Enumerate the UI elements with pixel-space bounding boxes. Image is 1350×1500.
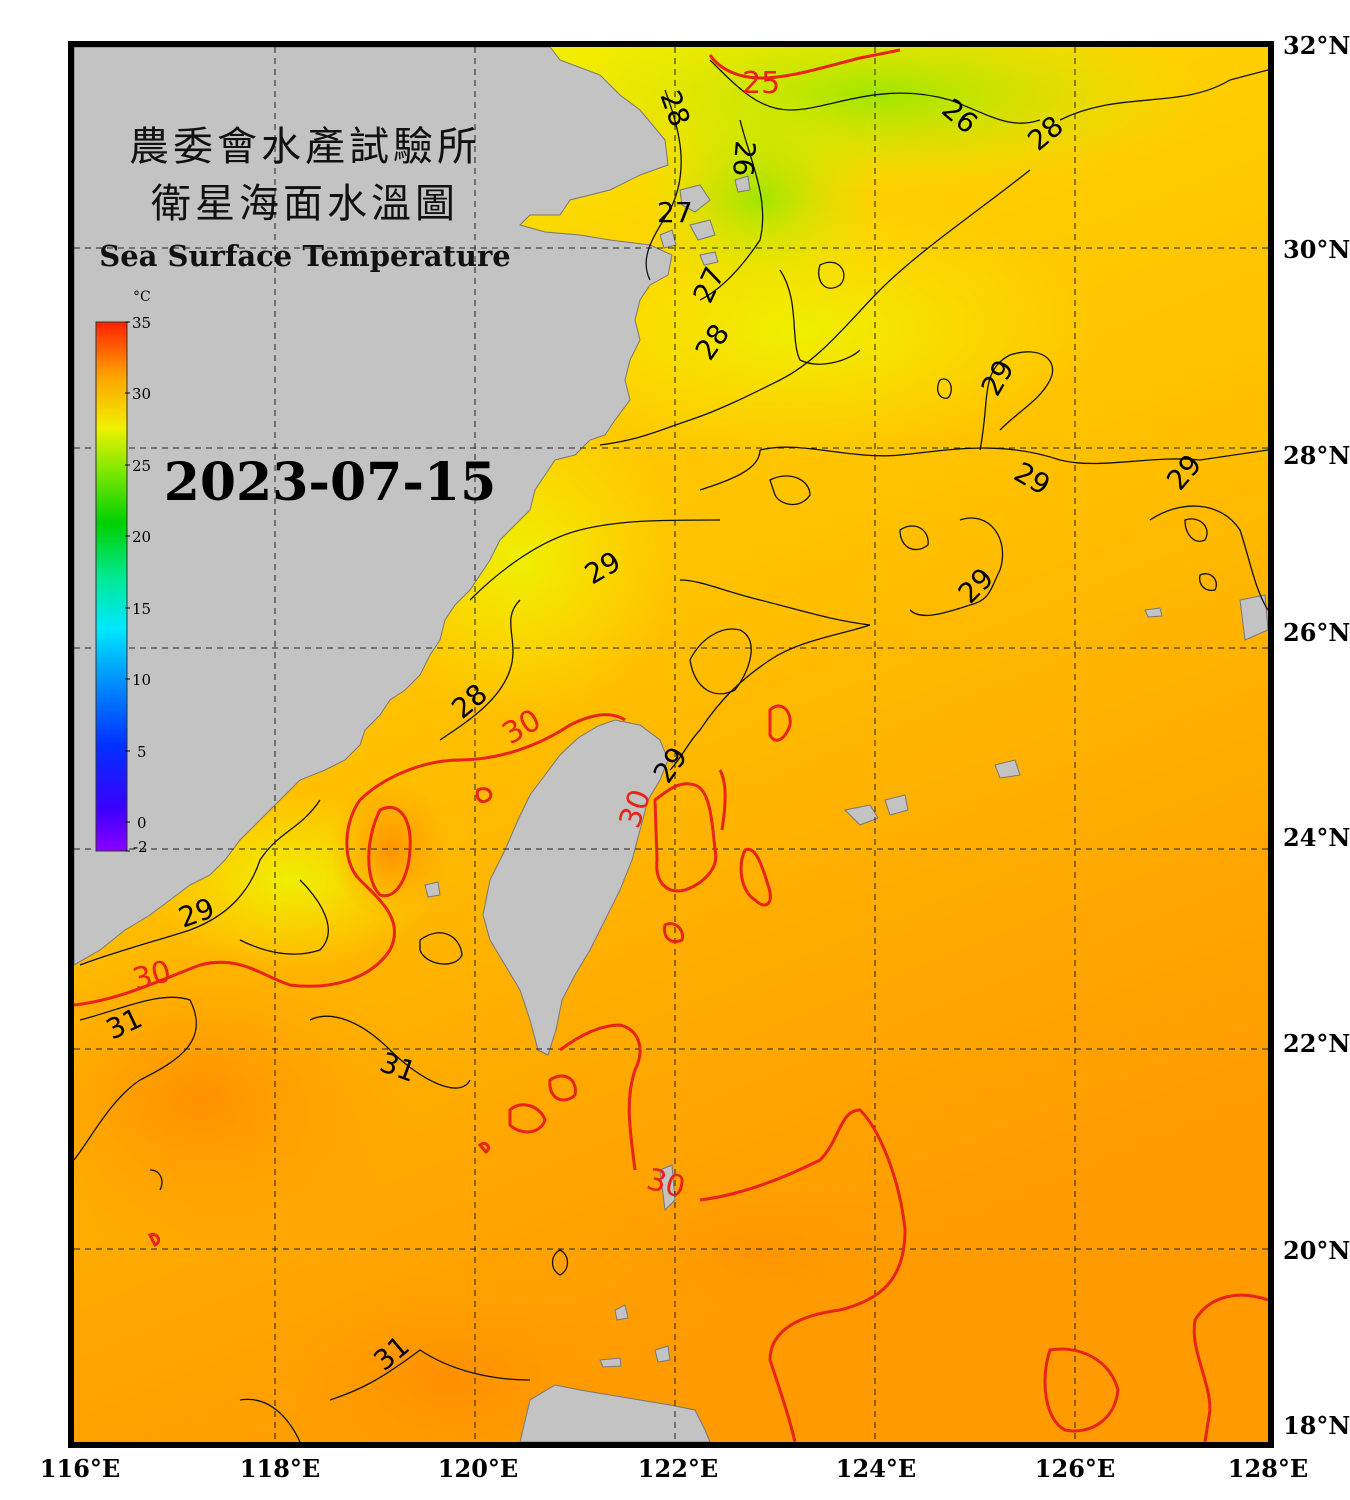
- colorbar-unit: °C: [133, 289, 151, 305]
- lon-label: 126°E: [1035, 1454, 1115, 1483]
- colorbar-tick-label: 5: [137, 743, 147, 761]
- lon-label: 120°E: [438, 1454, 518, 1483]
- luzon-land: [519, 1384, 711, 1442]
- colorbar-tick-label: 15: [132, 600, 151, 618]
- lat-label: 24°N: [1283, 823, 1350, 852]
- red-isotherms: [74, 48, 1268, 1442]
- title-english: Sea Surface Temperature: [99, 239, 510, 273]
- small-islands: [424, 175, 1268, 1368]
- title-chinese-line2: 衛星海面水溫圖: [151, 181, 459, 227]
- lon-label: 118°E: [240, 1454, 320, 1483]
- lat-label: 28°N: [1283, 441, 1350, 470]
- contour-label: 25: [742, 66, 780, 101]
- latitude-labels: 32°N 30°N 28°N 26°N 24°N 22°N 20°N 18°N: [1283, 31, 1350, 1440]
- graticule: [74, 47, 1268, 1442]
- colorbar-tick-label: 25: [132, 457, 151, 475]
- lat-label: 20°N: [1283, 1236, 1350, 1265]
- contour-label: 27: [657, 196, 693, 229]
- title-chinese-line1: 農委會水產試驗所: [129, 124, 481, 170]
- colorbar-tick-label: 10: [132, 671, 151, 689]
- colorbar-tick-label: 20: [132, 528, 151, 546]
- lat-label: 32°N: [1283, 31, 1350, 60]
- lon-label: 122°E: [638, 1454, 718, 1483]
- lon-label: 116°E: [40, 1454, 120, 1483]
- colorbar-tick-label: -2: [133, 838, 148, 856]
- lat-label: 30°N: [1283, 235, 1350, 264]
- colorbar: °C 35 30 25 20 15 10 5 0 -2: [95, 289, 151, 856]
- colorbar-ticks: [125, 321, 130, 852]
- lon-label: 128°E: [1228, 1454, 1308, 1483]
- colorbar-tick-label: 0: [137, 814, 147, 832]
- map-date: 2023-07-15: [164, 452, 497, 513]
- colorbar-tick-label: 30: [132, 385, 151, 403]
- mainland-china-land: [74, 47, 673, 966]
- lon-label: 124°E: [836, 1454, 916, 1483]
- lat-label: 22°N: [1283, 1029, 1350, 1058]
- lat-label: 18°N: [1283, 1411, 1350, 1440]
- black-isotherms: [74, 59, 1268, 1442]
- sea-surface: 28 26 26 28 27 27 28 29 29 29 29 29 28 2…: [74, 47, 1268, 1442]
- taiwan-land: [482, 719, 669, 1056]
- contour-label: 26: [726, 139, 762, 177]
- lat-label: 26°N: [1283, 618, 1350, 647]
- map-border: [68, 41, 1274, 1448]
- title-block: 農委會水產試驗所 衛星海面水溫圖 Sea Surface Temperature: [99, 124, 510, 273]
- colorbar-tick-label: 35: [132, 314, 151, 332]
- longitude-labels: 116°E 118°E 120°E 122°E 124°E 126°E 128°…: [40, 1454, 1308, 1483]
